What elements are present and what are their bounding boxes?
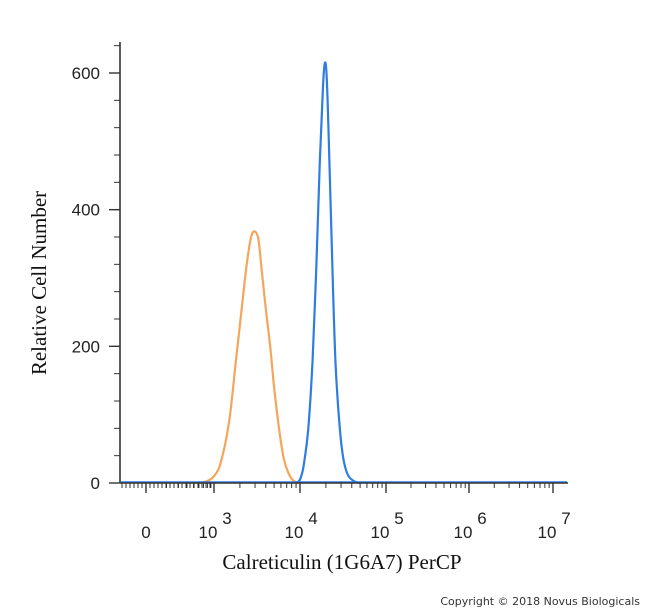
y-tick-label: 600 bbox=[72, 64, 100, 83]
x-tick-exponent: 7 bbox=[561, 509, 570, 528]
x-tick-exponent: 6 bbox=[477, 509, 486, 528]
y-axis-title: Relative Cell Number bbox=[27, 191, 51, 375]
y-tick-label: 0 bbox=[91, 474, 100, 493]
x-tick-label: 10 bbox=[454, 523, 473, 542]
x-tick-exponent: 3 bbox=[222, 509, 231, 528]
x-axis-title: Calreticulin (1G6A7) PerCP bbox=[222, 550, 461, 574]
y-axis-ticks: 0 200 400 600 bbox=[72, 45, 120, 493]
x-tick-exponent: 5 bbox=[394, 509, 403, 528]
y-tick-label: 400 bbox=[72, 201, 100, 220]
isotype-control-histogram bbox=[198, 230, 301, 485]
x-tick-label: 10 bbox=[538, 523, 557, 542]
x-tick-label: 10 bbox=[285, 523, 304, 542]
series-group bbox=[121, 61, 567, 485]
x-tick-label: 10 bbox=[371, 523, 390, 542]
x-tick-label: 0 bbox=[141, 523, 150, 542]
x-tick-exponent: 4 bbox=[308, 509, 317, 528]
y-tick-label: 200 bbox=[72, 337, 100, 356]
copyright-notice: Copyright © 2018 Novus Biologicals bbox=[440, 595, 640, 608]
x-tick-label: 10 bbox=[199, 523, 218, 542]
calreticulin-histogram bbox=[295, 61, 361, 485]
